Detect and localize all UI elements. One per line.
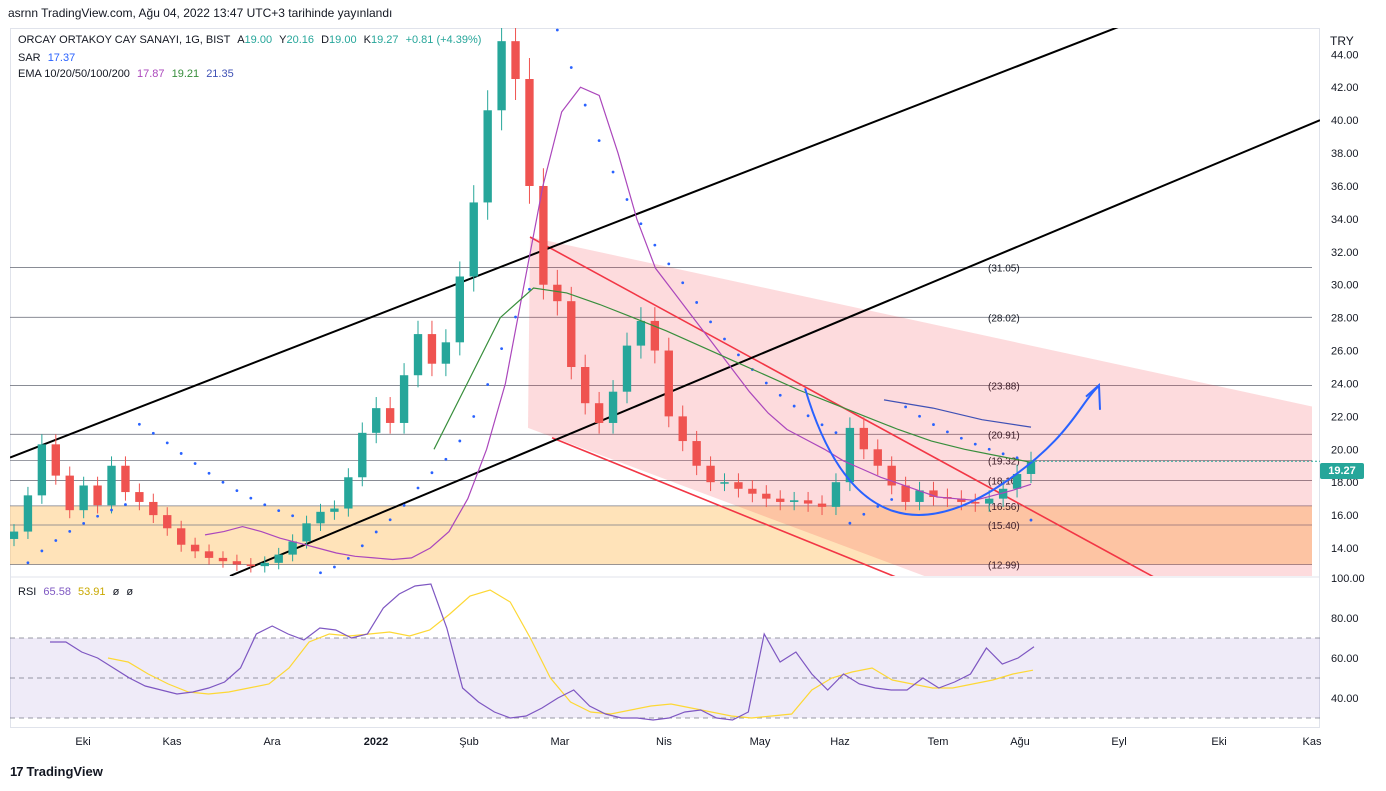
rsi-extra-1: ø [112,586,120,598]
price-tick-label: 28.00 [1331,313,1359,325]
price-tick-label: 32.00 [1331,247,1359,259]
sar-value: 17.37 [47,52,76,64]
ema-value-3: 21.35 [206,68,234,80]
price-change: +0.81 (+4.39%) [405,34,482,46]
time-tick-label: Kas [163,736,182,748]
rsi-tick-label: 60.00 [1331,653,1359,665]
time-tick-label: Haz [830,736,850,748]
ohlc-open: A19.00 [237,34,273,46]
rsi-tick-label: 40.00 [1331,693,1359,705]
price-tick-label: 38.00 [1331,148,1359,160]
sar-legend[interactable]: SAR 17.37 [18,52,75,64]
time-tick-label: May [750,736,771,748]
time-tick-label: Eki [75,736,90,748]
rsi-ma-value: 53.91 [78,586,106,598]
price-tick-label: 22.00 [1331,411,1359,423]
sar-label: SAR [18,52,41,64]
ohlc-close: K19.27 [363,34,399,46]
time-tick-label: Mar [551,736,570,748]
rsi-label: RSI [18,586,37,598]
chart-frame[interactable] [10,28,1320,728]
ohlc-low: D19.00 [321,34,357,46]
rsi-tick-label: 80.00 [1331,613,1359,625]
price-tick-label: 26.00 [1331,346,1359,358]
ema-legend[interactable]: EMA 10/20/50/100/200 17.87 19.21 21.35 [18,68,234,80]
time-tick-label: Tem [928,736,949,748]
currency-label: TRY [1330,34,1354,48]
price-tick-label: 36.00 [1331,181,1359,193]
time-tick-label: Eyl [1111,736,1126,748]
price-tick-label: 34.00 [1331,214,1359,226]
time-tick-label: 2022 [364,736,388,748]
time-tick-label: Ara [263,736,281,748]
price-tick-label: 14.00 [1331,543,1359,555]
rsi-tick-label: 100.00 [1331,573,1365,585]
ohlc-high: Y20.16 [279,34,315,46]
symbol-name[interactable]: ORCAY ORTAKOY CAY SANAYI, 1G, BIST [18,34,231,46]
rsi-extra-2: ø [126,586,134,598]
symbol-legend: ORCAY ORTAKOY CAY SANAYI, 1G, BIST A19.0… [18,34,481,46]
tradingview-watermark: 17 TradingView [10,764,103,779]
last-price-badge: 19.27 [1320,463,1364,479]
time-tick-label: Eki [1211,736,1226,748]
price-tick-label: 30.00 [1331,280,1359,292]
ema-value-2: 19.21 [171,68,200,80]
price-tick-label: 20.00 [1331,444,1359,456]
rsi-value: 65.58 [43,586,71,598]
price-tick-label: 24.00 [1331,378,1359,390]
rsi-legend[interactable]: RSI 65.58 53.91 ø ø [18,586,133,598]
time-tick-label: Kas [1303,736,1322,748]
time-tick-label: Ağu [1010,736,1030,748]
ema-value-1: 17.87 [137,68,165,80]
price-tick-label: 40.00 [1331,115,1359,127]
price-tick-label: 44.00 [1331,49,1359,61]
time-tick-label: Şub [459,736,479,748]
price-tick-label: 16.00 [1331,510,1359,522]
tradingview-logo-icon: 17 [10,764,24,779]
publish-info: asrnn TradingView.com, Ağu 04, 2022 13:4… [8,6,393,20]
price-tick-label: 42.00 [1331,82,1359,94]
watermark-text: TradingView [26,764,103,779]
time-tick-label: Nis [656,736,672,748]
ema-label: EMA 10/20/50/100/200 [18,68,130,80]
